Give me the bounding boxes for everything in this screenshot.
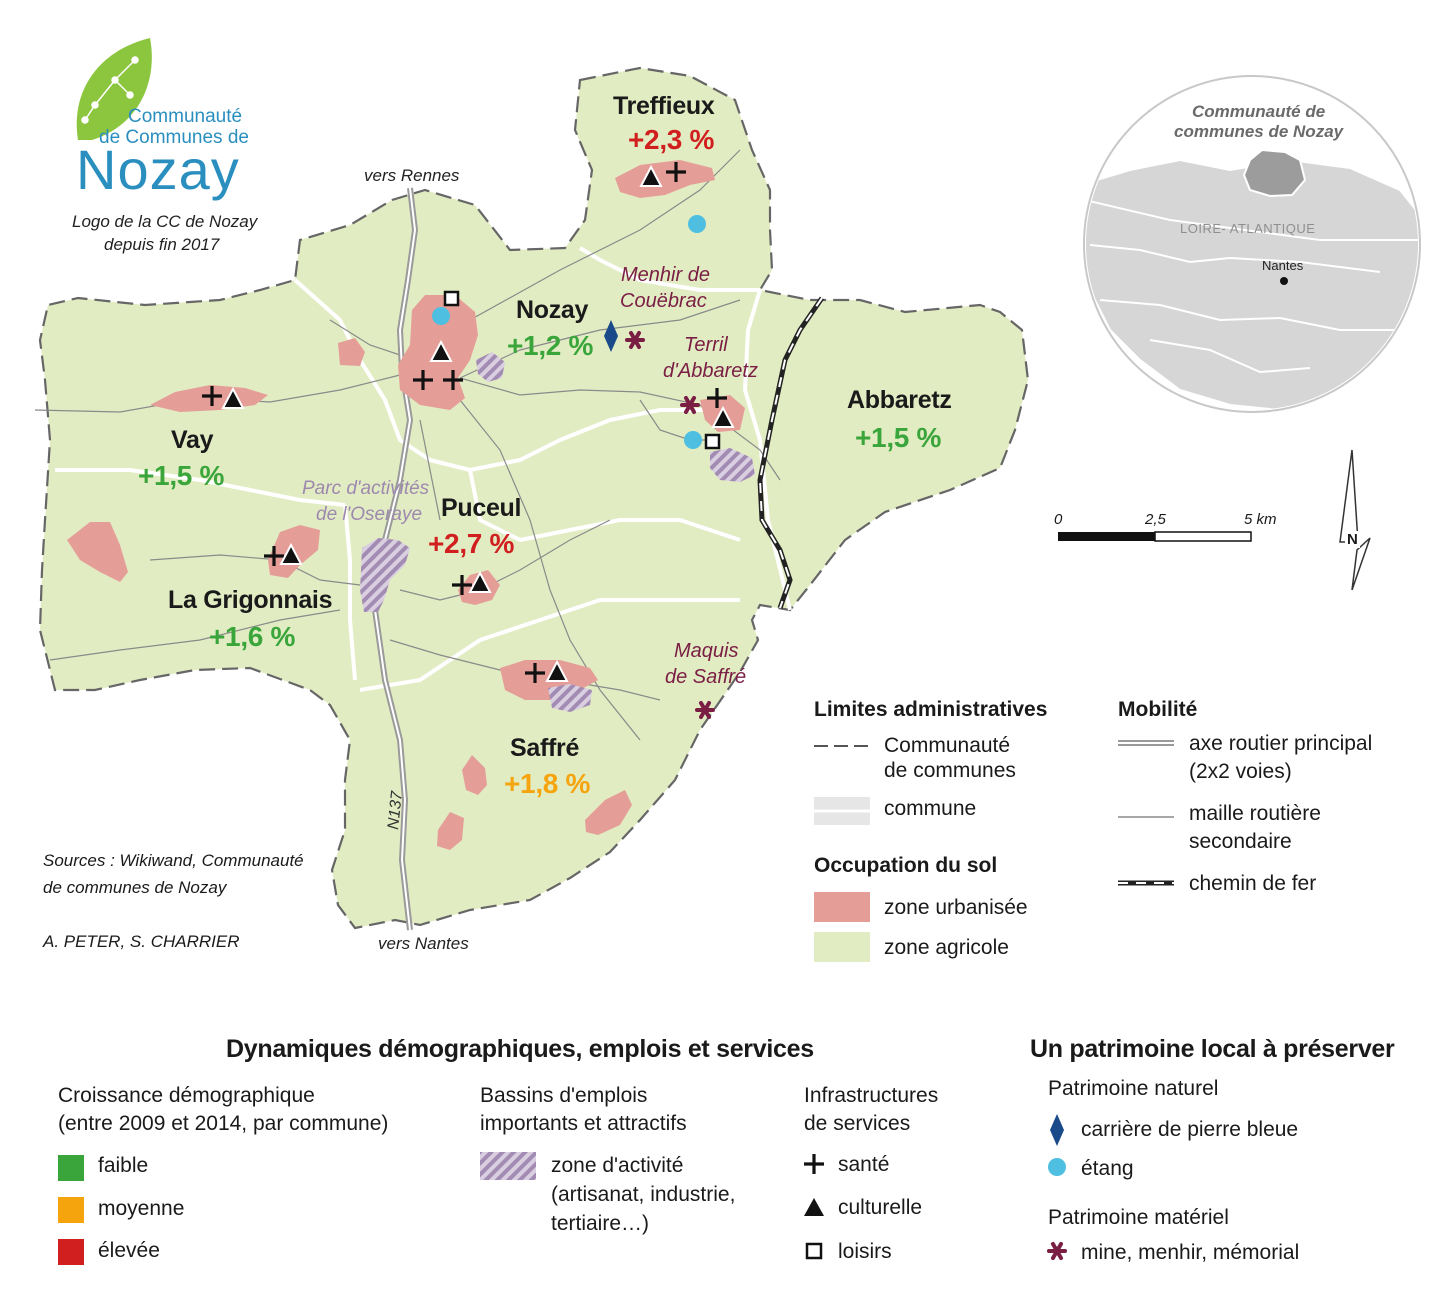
legend-jobs-2: importants et attractifs (480, 1112, 687, 1135)
label-parc-2: de l'Oseraye (316, 504, 423, 525)
legend-high: élevée (98, 1239, 160, 1262)
label-maquis-1: Maquis (674, 640, 739, 662)
legend-landuse-title: Occupation du sol (814, 854, 998, 877)
legend-bottom-symbols (58, 1114, 1067, 1265)
commune-growth-puceul: +2,7 % (428, 528, 515, 559)
legend-agri: zone agricole (884, 936, 1009, 959)
culture-markers (221, 164, 735, 682)
inset-title-1: Communauté de (1192, 102, 1326, 121)
territory-area (38, 66, 1030, 930)
n137-label: N137 (385, 790, 406, 831)
commune-growth-la-grigonnais: +1,6 % (209, 621, 296, 652)
legend-zone-3: tertiaire…) (551, 1212, 650, 1235)
legend-low: faible (98, 1154, 149, 1177)
legend-growth-1: Croissance démographique (58, 1084, 315, 1107)
inset-map (1083, 75, 1421, 413)
legend-infra-1: Infrastructures (804, 1084, 939, 1107)
sources-line2: de communes de Nozay (43, 878, 227, 897)
road-north-label: vers Rennes (364, 166, 460, 185)
legend-maille-2: secondaire (1189, 830, 1292, 853)
logo-line2: de Communes de (99, 127, 249, 148)
legend-cc-1: Communauté (884, 734, 1011, 757)
commune-growth-vay: +1,5 % (138, 460, 225, 491)
legend-limits-title: Limites administratives (814, 698, 1048, 721)
legend-commune: commune (884, 797, 977, 820)
commune-name-nozay: Nozay (516, 296, 589, 324)
logo-caption-1: Logo de la CC de Nozay (72, 212, 258, 231)
commune-name-abbaretz: Abbaretz (847, 386, 952, 414)
inset-city: Nantes (1262, 258, 1304, 273)
scale-bar (1058, 531, 1252, 542)
legend-heritage-title: Un patrimoine local à préserver (1030, 1035, 1395, 1063)
commune-growth-treffieux: +2,3 % (628, 124, 715, 155)
legend-material: Patrimoine matériel (1048, 1206, 1229, 1229)
legend-maille-1: maille routière (1189, 802, 1321, 825)
legend-mobility-title: Mobilité (1118, 698, 1198, 721)
scale-0: 0 (1054, 511, 1063, 528)
heritage-markers (625, 331, 715, 719)
sources-authors: A. PETER, S. CHARRIER (43, 932, 240, 951)
scale-2: 5 km (1244, 511, 1277, 528)
main-road-n137 (371, 187, 419, 931)
legend-mid: moyenne (98, 1197, 185, 1220)
north-arrow-icon (1339, 449, 1371, 591)
health-markers (202, 162, 727, 683)
railway (757, 296, 825, 609)
inset-dept: LOIRE- ATLANTIQUE (1180, 221, 1316, 236)
legend-dyn-title: Dynamiques démographiques, emplois et se… (226, 1035, 814, 1063)
legend-jobs-1: Bassins d'emplois (480, 1084, 648, 1107)
legend-rail: chemin de fer (1189, 872, 1317, 895)
legend-health: santé (838, 1153, 890, 1176)
commune-growth-abbaretz: +1,5 % (855, 422, 942, 453)
logo-line1: Communauté (128, 106, 243, 127)
commune-name-la-grigonnais: La Grigonnais (168, 586, 333, 614)
legend-quarry: carrière de pierre bleue (1081, 1118, 1299, 1141)
legend-pond: étang (1081, 1157, 1134, 1180)
pond-markers (432, 215, 706, 449)
legend-axe-2: (2x2 voies) (1189, 760, 1292, 783)
legend-mine: mine, menhir, mémorial (1081, 1241, 1300, 1264)
label-terril-1: Terril (684, 334, 728, 356)
legend-infra-2: de services (804, 1112, 911, 1135)
label-menhir-2: Couëbrac (620, 290, 707, 312)
scale-1: 2,5 (1145, 511, 1166, 528)
commune-name-vay: Vay (171, 426, 214, 454)
quarry-marker (604, 320, 618, 352)
legend-axe-1: axe routier principal (1189, 732, 1373, 755)
commune-growth-saffre: +1,8 % (504, 768, 591, 799)
label-maquis-2: de Saffré (665, 666, 747, 688)
logo-caption-2: depuis fin 2017 (104, 235, 220, 254)
legend-leisure: loisirs (838, 1240, 892, 1263)
activity-zones (360, 352, 755, 712)
legend-zone-1: zone d'activité (551, 1154, 684, 1177)
commune-name-treffieux: Treffieux (613, 92, 715, 120)
road-south-label: vers Nantes (378, 934, 469, 953)
commune-growth-nozay: +1,2 % (507, 330, 594, 361)
commune-name-puceul: Puceul (441, 494, 522, 522)
logo-big: Nozay (76, 138, 240, 201)
leisure-markers (443, 290, 721, 450)
legend-urban: zone urbanisée (884, 896, 1028, 919)
label-terril-2: d'Abbaretz (663, 360, 758, 382)
legend-culture: culturelle (838, 1196, 923, 1219)
logo-leaf-icon (76, 38, 152, 140)
legend-natural: Patrimoine naturel (1048, 1077, 1219, 1100)
sources-line1: Sources : Wikiwand, Communauté (43, 851, 304, 870)
label-menhir-1: Menhir de (621, 264, 710, 286)
legend-cc-2: de communes (884, 759, 1016, 782)
commune-name-saffre: Saffré (510, 734, 580, 762)
legend-line-symbols (814, 740, 1174, 962)
north-label: N (1345, 531, 1360, 548)
legend-growth-2: (entre 2009 et 2014, par commune) (58, 1112, 389, 1135)
inset-title-2: communes de Nozay (1174, 122, 1344, 141)
label-parc-1: Parc d'activités (302, 478, 430, 499)
legend-zone-2: (artisanat, industrie, (551, 1183, 736, 1206)
